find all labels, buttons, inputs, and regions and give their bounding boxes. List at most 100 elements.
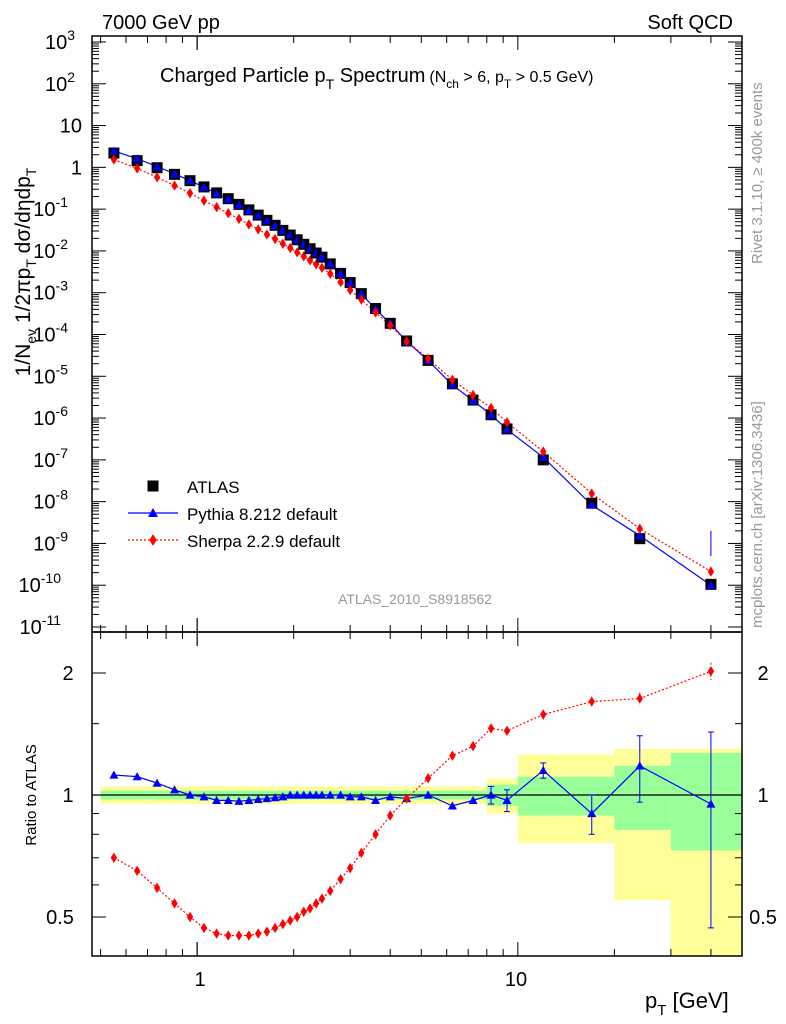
sherpa-ratio-point (337, 873, 344, 885)
sherpa-point (171, 180, 178, 191)
sherpa-ratio-point (171, 898, 178, 909)
main-plot-panel: 10-11 10-10 10-9 10-8 10-7 10-6 10-5 10-4 10-3 10… (12, 27, 743, 639)
pythia-ratio-point (317, 790, 327, 799)
rivet-label: Rivet 3.1.10, ≥ 400k events (749, 82, 766, 264)
sherpa-point (588, 488, 595, 499)
pythia-ratio-point (234, 796, 244, 805)
sherpa-ratio-point (200, 922, 208, 934)
pythia-ratio-point (305, 790, 315, 799)
ratio-ytick-2-right: 2 (757, 663, 768, 685)
pythia-ratio-point (345, 792, 355, 801)
sherpa-point (372, 307, 379, 318)
legend-label: Sherpa 2.2.9 default (187, 532, 340, 551)
pythia-point (486, 410, 496, 419)
pythia-ratio-point (468, 795, 478, 804)
sherpa-ratio-point (358, 847, 365, 859)
pythia-ratio-point (132, 772, 142, 781)
pythia-ratio-point (170, 785, 180, 794)
sherpa-point (636, 523, 643, 534)
sherpa-ratio-point (213, 928, 220, 939)
sherpa-point (424, 353, 432, 364)
sherpa-point (707, 566, 715, 577)
sherpa-point (387, 320, 394, 331)
sherpa-point (213, 201, 220, 213)
sherpa-ratio-point (424, 773, 432, 784)
main-y-tick-label: 10-5 (33, 361, 68, 388)
sherpa-ratio-point (403, 793, 410, 804)
pythia-ratio-point (285, 790, 295, 799)
sherpa-ratio-point (279, 918, 287, 930)
pythia-ratio-point (502, 795, 512, 804)
pythia-ratio-point (706, 799, 716, 808)
main-y-tick-label: 10 (60, 116, 82, 138)
pythia-point (223, 194, 233, 203)
pythia-point (109, 146, 119, 155)
sherpa-ratio-point (153, 882, 161, 894)
pythia-point (502, 424, 512, 434)
main-y-tick-label: 1 (71, 157, 82, 179)
sherpa-point (318, 262, 326, 274)
pythia-ratio-point (244, 795, 254, 804)
main-y-tick-label: 10-2 (33, 236, 68, 263)
pythia-ratio-point (325, 790, 335, 799)
main-y-tick-label: 10-9 (33, 528, 68, 555)
ratio-ytick-1-left: 1 (62, 785, 73, 807)
pythia-point (706, 580, 716, 589)
main-title: Charged Particle pT Spectrum (Nch > 6, pT… (160, 65, 593, 92)
sherpa-ratio-point (235, 930, 243, 941)
pythia-point (262, 216, 272, 225)
pythia-point (538, 452, 548, 461)
pythia-ratio-point (185, 790, 195, 799)
sherpa-ratio-point (254, 928, 262, 939)
pythia-ratio-point (270, 793, 280, 802)
pythia-ratio-point (199, 792, 209, 801)
main-y-tick-label: 10-11 (20, 612, 62, 639)
sherpa-point (286, 242, 294, 254)
pythia-ratio-point (447, 801, 457, 810)
pythia-ratio-point (253, 794, 263, 804)
sherpa-point (306, 255, 314, 266)
legend-sherpa-marker (149, 534, 157, 546)
uncertainty-band-green (517, 776, 615, 816)
main-y-tick-label: 10-8 (33, 487, 68, 514)
pythia-ratio-point (299, 790, 309, 799)
ratio-ytick-05-right: 0.5 (749, 907, 777, 929)
sherpa-ratio-point (312, 898, 320, 909)
main-y-tick-label: 10-6 (33, 403, 68, 430)
pythia-ratio-point (278, 792, 288, 801)
pythia-point (345, 278, 355, 287)
uncertainty-band-green (614, 765, 671, 830)
sherpa-point (279, 238, 287, 249)
pythia-ratio-point (423, 790, 433, 799)
pythia-ratio-point (223, 795, 233, 804)
x-tick-label-10: 10 (505, 969, 527, 991)
pythia-ratio-point (587, 809, 597, 818)
sherpa-ratio-point (449, 750, 456, 761)
main-y-tick-label: 10-7 (33, 445, 68, 472)
sherpa-point (235, 213, 243, 225)
pythia-point (587, 500, 597, 509)
main-y-tick-label: 102 (45, 69, 75, 96)
pythia-point (234, 200, 244, 209)
sherpa-ratio-point (263, 926, 271, 937)
sherpa-ratio-point (245, 930, 253, 941)
pythia-ratio-point (292, 790, 302, 799)
pythia-point (199, 182, 209, 191)
main-y-tick-label: 10-4 (33, 320, 68, 347)
ratio-plot-panel: Ratio to ATLAS 1 10 2 1 0.5 2 1 0.5 pT [… (23, 631, 777, 1019)
pythia-point (212, 188, 222, 198)
legend-label: ATLAS (187, 478, 240, 497)
legend-pythia-marker (148, 508, 158, 517)
sherpa-point (358, 294, 365, 305)
pythia-point (317, 252, 327, 261)
sherpa-ratio-point (588, 696, 595, 707)
sherpa-ratio-point (487, 723, 495, 734)
sherpa-ratio-point (286, 915, 294, 926)
pythia-ratio-point (356, 792, 366, 801)
sherpa-ratio-point (110, 852, 118, 863)
sherpa-ratio-point (387, 810, 394, 821)
sherpa-ratio-point (707, 666, 715, 677)
sherpa-point (110, 154, 118, 165)
sherpa-ratio-point (372, 829, 379, 840)
